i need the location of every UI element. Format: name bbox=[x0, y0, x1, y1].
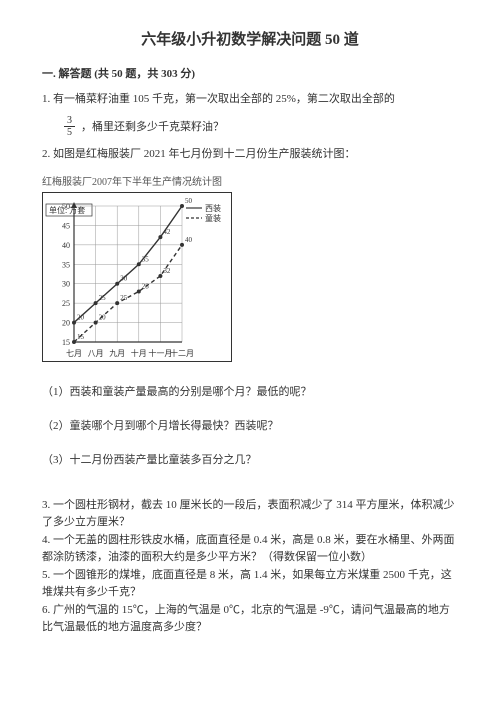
chart-caption: 红梅服装厂2007年下半年生产情况统计图 bbox=[42, 173, 458, 188]
svg-text:童装: 童装 bbox=[205, 213, 221, 223]
svg-text:西装: 西装 bbox=[205, 203, 221, 213]
question-5: 5. 一个圆锥形的煤堆，底面直径是 8 米，高 1.4 米，如果每立方米煤重 2… bbox=[42, 567, 458, 600]
svg-text:20: 20 bbox=[62, 319, 70, 328]
svg-text:32: 32 bbox=[163, 267, 171, 275]
svg-text:40: 40 bbox=[185, 236, 193, 244]
chart-container: 红梅服装厂2007年下半年生产情况统计图 单位: 万套西装童装152025303… bbox=[42, 173, 458, 365]
fraction-icon: 3 5 bbox=[64, 115, 75, 138]
svg-text:35: 35 bbox=[142, 255, 150, 263]
question-6: 6. 广州的气温的 15℃，上海的气温是 0℃，北京的气温是 -9℃，请问气温最… bbox=[42, 602, 458, 635]
question-1-line2: 3 5 ，桶里还剩多少千克菜籽油？ bbox=[42, 115, 458, 138]
section-heading: 一. 解答题 (共 50 题，共 303 分) bbox=[42, 65, 458, 81]
svg-text:42: 42 bbox=[163, 228, 171, 236]
fraction-denominator: 5 bbox=[64, 127, 75, 138]
svg-text:20: 20 bbox=[99, 314, 107, 322]
question-2-sub2: （2）童装哪个月到哪个月增长得最快？西装呢？ bbox=[42, 417, 458, 433]
svg-text:45: 45 bbox=[62, 222, 70, 231]
svg-text:50: 50 bbox=[185, 197, 193, 205]
question-1-tail: ，桶里还剩多少千克菜籽油？ bbox=[81, 118, 224, 134]
svg-text:十一月: 十一月 bbox=[148, 348, 172, 358]
svg-text:35: 35 bbox=[62, 260, 70, 269]
svg-text:30: 30 bbox=[120, 275, 128, 283]
svg-text:25: 25 bbox=[120, 294, 128, 302]
question-4: 4. 一个无盖的圆柱形铁皮水桶，底面直径是 0.4 米，高是 0.8 米，要在水… bbox=[42, 532, 458, 565]
svg-text:七月: 七月 bbox=[66, 349, 82, 358]
svg-text:15: 15 bbox=[62, 338, 70, 347]
question-1-line1: 1. 有一桶菜籽油重 105 千克，第一次取出全部的 25%，第二次取出全部的 bbox=[42, 91, 458, 109]
question-3: 3. 一个圆柱形钢材，截去 10 厘米长的一段后，表面积减少了 314 平方厘米… bbox=[42, 497, 458, 530]
question-2: 2. 如图是红梅服装厂 2021 年七月份到十二月份生产服装统计图： bbox=[42, 146, 458, 164]
svg-text:50: 50 bbox=[62, 202, 70, 211]
svg-text:30: 30 bbox=[62, 280, 70, 289]
line-chart: 单位: 万套西装童装1520253035404550七月八月九月十月十一月十二月… bbox=[42, 192, 232, 362]
svg-text:25: 25 bbox=[99, 294, 107, 302]
svg-text:15: 15 bbox=[77, 333, 85, 341]
fraction-numerator: 3 bbox=[64, 115, 75, 127]
question-2-sub3: （3）十二月份西装产量比童装多百分之几？ bbox=[42, 451, 458, 467]
svg-text:九月: 九月 bbox=[109, 349, 125, 358]
svg-text:八月: 八月 bbox=[88, 349, 104, 358]
svg-text:20: 20 bbox=[77, 314, 85, 322]
svg-text:十月: 十月 bbox=[131, 348, 147, 358]
svg-text:28: 28 bbox=[142, 283, 150, 291]
svg-text:40: 40 bbox=[62, 241, 70, 250]
svg-text:25: 25 bbox=[62, 299, 70, 308]
page-title: 六年级小升初数学解决问题 50 道 bbox=[42, 28, 458, 49]
question-2-sub1: （1）西装和童装产量最高的分别是哪个月？最低的呢？ bbox=[42, 383, 458, 399]
svg-text:十二月: 十二月 bbox=[170, 348, 194, 358]
